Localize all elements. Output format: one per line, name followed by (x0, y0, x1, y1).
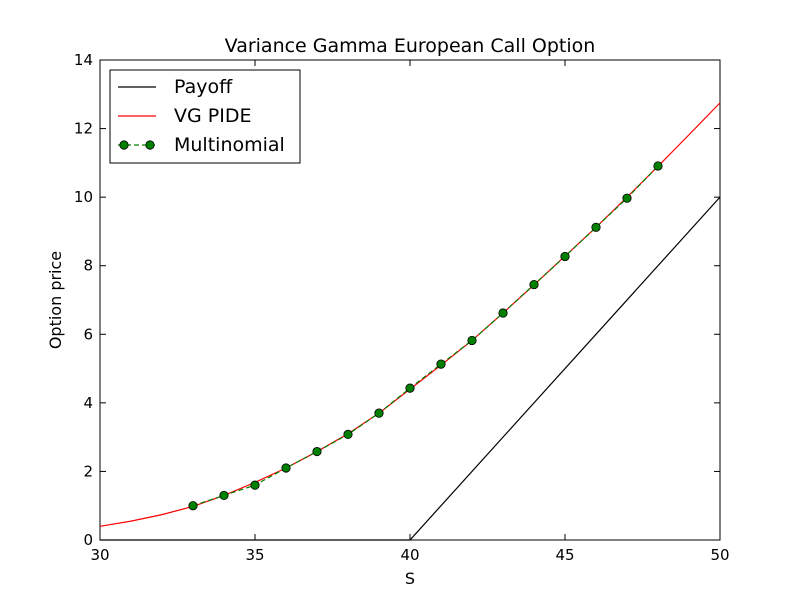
data-point-multinomial (529, 279, 539, 290)
legend-label-payoff: Payoff (174, 76, 233, 98)
data-point-multinomial (343, 429, 353, 439)
y-tick-label: 2 (83, 462, 93, 480)
axis-ticks: 30 35 40 45 50 0 2 4 6 8 10 12 14 (74, 51, 730, 564)
series-line-multinomial (192, 165, 659, 507)
chart-title: Variance Gamma European Call Option (225, 35, 596, 57)
data-point-multinomial (653, 161, 663, 171)
y-tick-label: 12 (74, 120, 93, 138)
y-tick-label: 4 (83, 394, 93, 412)
x-tick-label: 50 (710, 546, 729, 564)
y-tick-label: 10 (74, 188, 93, 206)
data-point-multinomial (591, 222, 601, 232)
data-point-multinomial (219, 490, 229, 501)
data-point-multinomial (312, 446, 322, 457)
data-point-multinomial (188, 501, 198, 511)
y-tick-label: 0 (83, 531, 93, 549)
legend-label-vg-pide: VG PIDE (174, 105, 251, 127)
x-tick-label: 30 (90, 546, 109, 564)
legend-label-multinomial: Multinomial (174, 134, 285, 156)
y-tick-label: 14 (74, 51, 93, 69)
data-point-multinomial (622, 193, 632, 203)
series-line-payoff (100, 196, 721, 541)
y-axis-label: Option price (46, 251, 65, 349)
x-tick-label: 35 (245, 546, 264, 564)
x-tick-label: 45 (555, 546, 574, 564)
series-line-vg-pide (99, 102, 721, 527)
data-point-multinomial (560, 251, 570, 262)
data-point-multinomial (467, 335, 477, 346)
data-point-multinomial (374, 408, 384, 418)
series-layer (99, 102, 721, 541)
data-point-multinomial (281, 463, 291, 473)
y-tick-label: 8 (83, 257, 93, 275)
y-tick-label: 6 (83, 325, 93, 343)
legend-marker-multinomial (145, 140, 155, 150)
data-point-multinomial (405, 383, 415, 393)
legend: Payoff VG PIDE Multinomial (109, 69, 301, 164)
data-point-multinomial (498, 308, 508, 318)
x-axis-label: S (405, 569, 415, 588)
data-point-multinomial (250, 480, 260, 490)
legend-marker-multinomial (119, 140, 129, 150)
x-tick-label: 40 (400, 546, 419, 564)
data-point-multinomial (436, 359, 446, 369)
